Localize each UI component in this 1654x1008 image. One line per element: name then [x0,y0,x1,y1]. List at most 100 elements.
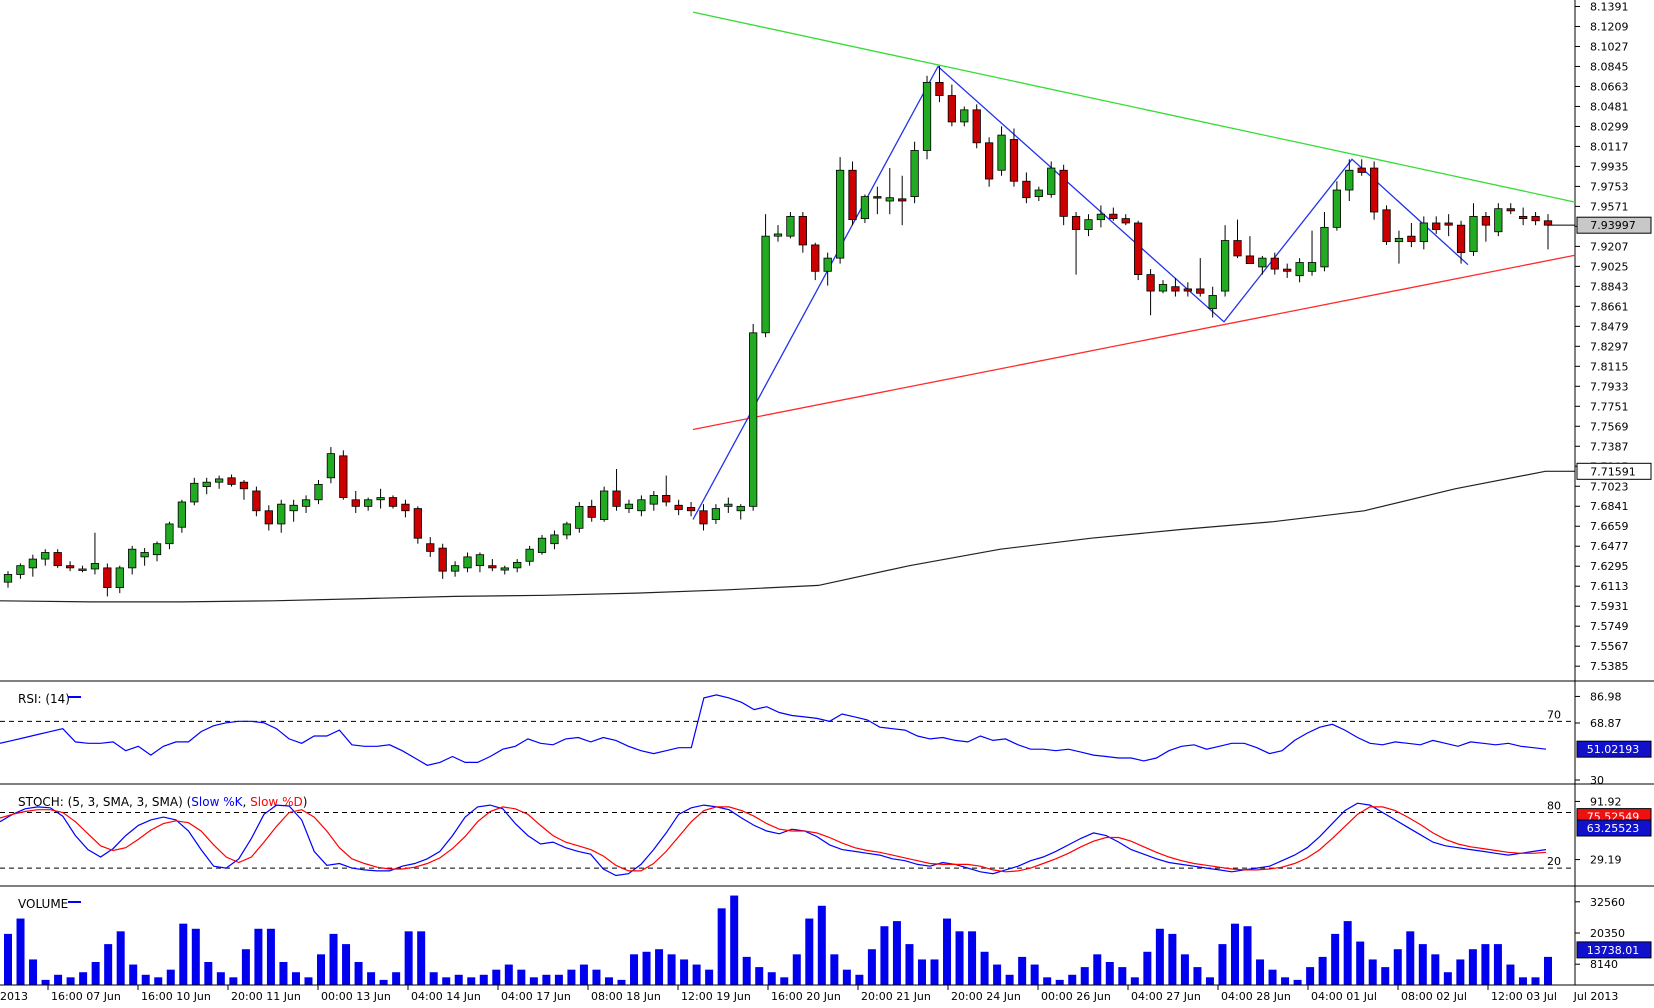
candle [103,563,112,597]
candle [935,65,944,103]
candle [401,499,410,518]
candle-body [277,503,286,525]
volume-tick-label: 8140 [1590,958,1618,971]
stoch-k-current-label: 63.25523 [1587,822,1640,835]
candle-body [103,567,112,589]
volume-bar [655,949,664,985]
volume-bar [1193,967,1202,985]
price-tick-label: 7.5749 [1590,620,1629,633]
candle-body [1394,237,1404,243]
candle [115,565,124,594]
candle-body [1009,139,1019,182]
candle [1158,280,1168,294]
candle [1543,214,1553,250]
candle [239,479,249,500]
x-axis: 2013 16:00 07 Jun 16:00 10 Jun 20:00 11 Jun… [0,984,1654,1003]
price-tick-label: 7.7569 [1590,420,1629,433]
candle [736,504,745,520]
candle [699,504,708,531]
x-tick-label: 12:00 03 Jul [1491,990,1557,1003]
candle [1096,205,1106,228]
candle-body [450,565,460,572]
volume-tick-label: 32560 [1590,896,1625,909]
candle-body [1183,288,1192,292]
volume-bar [604,977,613,985]
candle [947,84,956,127]
candle [1407,222,1416,248]
candle [1208,286,1217,318]
candle [811,242,820,281]
candle-body [1084,219,1093,230]
candle-body [935,81,944,96]
candle [78,565,87,573]
volume-bar [1506,964,1515,985]
volume-bar [980,951,989,985]
candle-body [1208,295,1217,310]
candle [314,479,323,505]
candle-body [947,95,956,123]
candle-body [1121,218,1130,224]
candle [686,501,696,517]
stoch-panel: STOCH: (5, 3, SMA, 3, SMA) (Slow %K, Slo… [0,795,1654,887]
candle-body [1295,262,1304,277]
volume-bar [504,964,513,985]
candle [1345,159,1354,202]
volume-bar [1468,949,1477,985]
x-tick-label: 08:00 18 Jun [591,990,661,1003]
candle [1432,216,1441,234]
x-tick-label: 04:00 14 Jun [411,990,481,1003]
volume-bar [692,964,701,985]
price-tick-label: 7.7933 [1590,380,1629,393]
volume-bar [1493,944,1502,985]
candle [1134,220,1143,281]
candle-body [351,499,360,507]
volume-bar [1030,964,1039,985]
candle-body [786,215,795,237]
volume-bar [1544,956,1552,985]
volume-bar [842,969,851,985]
volume-bar [1318,956,1327,985]
candle [450,561,460,577]
volume-bar [1218,944,1227,985]
candle [1047,161,1056,198]
volume-bar [129,964,138,985]
volume-bar [917,959,926,985]
candle-body [488,565,497,569]
volume-bar [567,969,576,985]
candle [1245,236,1255,265]
volume-bar [780,977,789,985]
candle-body [475,554,485,567]
candle-body [41,552,50,560]
candle [202,477,211,495]
candle-body [1407,235,1416,243]
stoch-level-label: 80 [1547,799,1561,812]
x-tick-label: 04:00 27 Jun [1131,990,1201,1003]
volume-bar [1331,933,1340,985]
candle [289,499,298,522]
price-tick-label: 7.7387 [1590,440,1629,453]
volume-bar [254,928,263,985]
volume-bar [304,977,313,985]
candle [922,75,932,160]
candle-body [1419,222,1428,243]
volume-bar [1205,977,1214,985]
volume-bar [1518,977,1527,985]
volume-bar [191,928,200,985]
volume-bar [1343,921,1352,985]
candle [1121,214,1130,226]
volume-bar [367,972,376,985]
volume-bar [241,949,250,985]
volume-bar [116,931,125,985]
candle-body [724,503,733,507]
volume-bar [1018,956,1027,985]
candle-body [239,481,249,490]
candle-body [90,563,100,570]
stoch-tick-label: 91.92 [1590,795,1622,808]
candle-body [301,499,311,507]
x-tick-label: 2013 [0,990,28,1003]
candle-body [326,453,336,479]
price-tick-label: 7.9753 [1590,180,1629,193]
candle-body [811,244,820,272]
volume-bar [342,944,351,985]
